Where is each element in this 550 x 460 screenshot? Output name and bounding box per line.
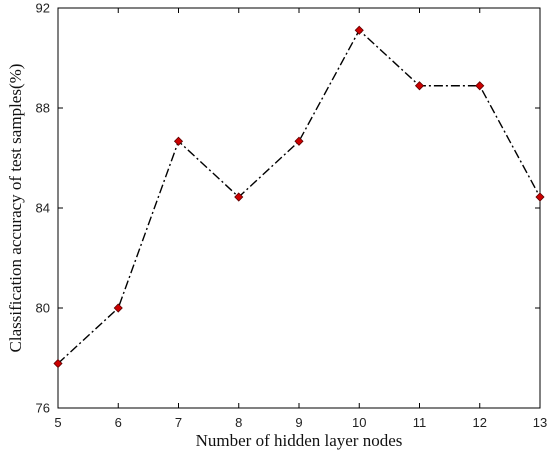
data-point-marker xyxy=(113,303,123,313)
x-tick-label: 11 xyxy=(413,415,427,430)
data-point-marker xyxy=(294,136,304,146)
x-tick-label: 7 xyxy=(175,415,182,430)
x-tick-label: 6 xyxy=(115,415,122,430)
data-point-marker xyxy=(53,358,63,369)
y-tick-label: 80 xyxy=(36,301,50,316)
data-point-marker xyxy=(354,25,364,35)
data-point-marker xyxy=(535,192,545,202)
data-point-marker xyxy=(234,192,244,202)
plot-area xyxy=(57,7,541,409)
y-tick-label: 92 xyxy=(36,1,50,16)
series-layer xyxy=(53,25,545,369)
x-axis-title: Number of hidden layer nodes xyxy=(196,431,403,450)
y-axis-title: Classification accuracy of test samples(… xyxy=(6,64,25,353)
y-tick-label: 84 xyxy=(36,201,50,216)
y-tick-label: 88 xyxy=(36,101,50,116)
data-point-marker xyxy=(475,81,485,91)
axis-ticks: 5 6 7 8 9 10 11 12 13 76 80 84 88 92 xyxy=(36,1,548,431)
x-tick-label: 9 xyxy=(295,415,302,430)
x-tick-label: 8 xyxy=(235,415,242,430)
x-tick-label: 13 xyxy=(533,415,547,430)
x-tick-label: 12 xyxy=(473,415,487,430)
data-point-marker xyxy=(173,136,184,146)
series-line xyxy=(57,29,541,365)
data-point-marker xyxy=(414,81,425,91)
x-tick-label: 5 xyxy=(54,415,61,430)
x-tick-label: 10 xyxy=(352,415,366,430)
y-tick-label: 76 xyxy=(36,401,50,416)
